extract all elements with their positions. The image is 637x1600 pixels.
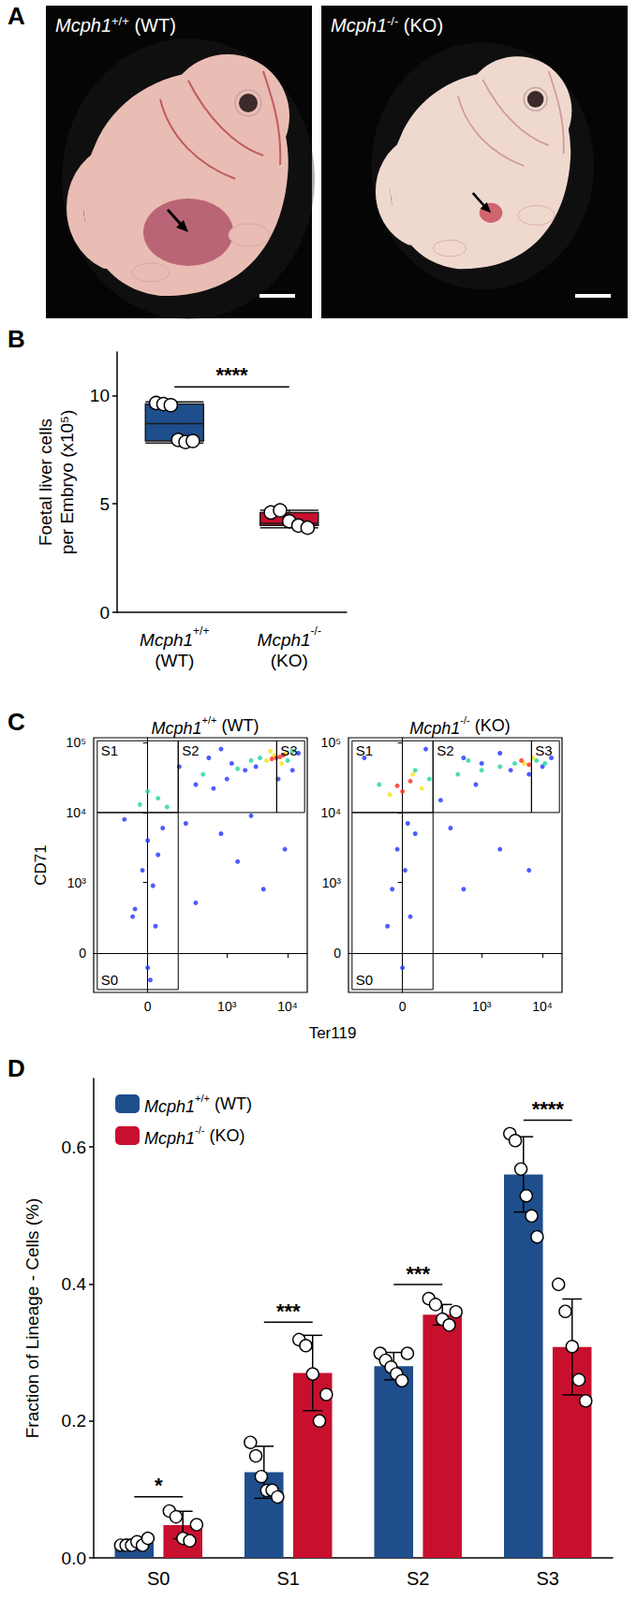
svg-text:Mcph1: Mcph1	[151, 719, 203, 739]
svg-text:Mcph1: Mcph1	[139, 630, 193, 651]
svg-text:(KO): (KO)	[204, 1126, 245, 1146]
svg-text:0.2: 0.2	[61, 1411, 87, 1432]
svg-text:S3: S3	[536, 1569, 560, 1590]
svg-text:(KO): (KO)	[270, 651, 309, 671]
svg-text:10⁴: 10⁴	[65, 805, 87, 821]
svg-text:(WT): (WT)	[209, 1095, 252, 1114]
svg-text:10⁵: 10⁵	[321, 735, 341, 751]
svg-text:0: 0	[99, 603, 110, 623]
svg-text:0: 0	[78, 946, 87, 962]
svg-text:10³: 10³	[217, 999, 238, 1015]
html-text:A: A	[7, 1, 26, 30]
svg-text:10³: 10³	[322, 875, 342, 891]
svg-text:S0: S0	[355, 972, 373, 989]
svg-text:S0: S0	[101, 972, 119, 989]
svg-text:****: ****	[215, 363, 249, 387]
svg-text:S2: S2	[406, 1569, 430, 1590]
svg-text:0: 0	[333, 946, 341, 962]
svg-text:0.6: 0.6	[61, 1138, 87, 1158]
svg-text:Mcph1: Mcph1	[409, 719, 460, 739]
svg-text:(WT): (WT)	[154, 651, 194, 671]
svg-text:Fraction of Lineage - Cells (%: Fraction of Lineage - Cells (%)	[22, 1199, 43, 1440]
svg-text:(KO): (KO)	[470, 716, 511, 736]
svg-text:S1: S1	[355, 742, 373, 759]
svg-text:0: 0	[399, 999, 407, 1015]
svg-text:Mcph1: Mcph1	[257, 630, 312, 651]
svg-text:Foetal liver cells: Foetal liver cells	[35, 418, 56, 547]
svg-text:(WT): (WT)	[216, 716, 259, 736]
svg-text:S3: S3	[534, 742, 552, 759]
svg-text:+/+: +/+	[194, 1093, 210, 1105]
svg-text:+/+: +/+	[192, 624, 209, 638]
svg-text:***: ***	[405, 1262, 430, 1287]
svg-text:S1: S1	[101, 742, 119, 759]
svg-text:10³: 10³	[67, 875, 88, 891]
svg-text:10³: 10³	[472, 999, 492, 1015]
html-text:C: C	[7, 708, 26, 737]
svg-text:S0: S0	[147, 1569, 170, 1590]
svg-text:10⁴: 10⁴	[277, 999, 298, 1015]
svg-text:***: ***	[276, 1300, 301, 1324]
svg-text:5: 5	[99, 494, 110, 515]
svg-text:per Embryo (x10⁵): per Embryo (x10⁵)	[57, 410, 77, 556]
svg-text:Mcph1-/- (KO): Mcph1-/- (KO)	[330, 14, 444, 37]
svg-text:*: *	[154, 1474, 163, 1498]
html-text:B: B	[7, 325, 26, 354]
svg-text:S3: S3	[280, 742, 297, 759]
svg-text:Mcph1: Mcph1	[144, 1097, 195, 1117]
svg-text:10: 10	[89, 385, 110, 406]
svg-text:-/-: -/-	[194, 1125, 206, 1137]
svg-text:0.4: 0.4	[61, 1274, 88, 1295]
html-text:D: D	[7, 1054, 26, 1083]
svg-text:****: ****	[532, 1097, 565, 1122]
svg-text:0.0: 0.0	[61, 1549, 87, 1570]
svg-text:-/-: -/-	[459, 714, 471, 726]
svg-text:Ter119: Ter119	[309, 1024, 357, 1043]
svg-text:S2: S2	[181, 742, 199, 759]
svg-text:+/+: +/+	[202, 714, 218, 726]
svg-text:10⁵: 10⁵	[66, 735, 87, 751]
svg-text:Mcph1: Mcph1	[144, 1129, 195, 1149]
svg-text:CD71: CD71	[31, 844, 50, 886]
svg-text:S1: S1	[277, 1569, 300, 1590]
svg-text:Mcph1+/+ (WT): Mcph1+/+ (WT)	[55, 14, 177, 37]
svg-text:-/-: -/-	[311, 624, 322, 638]
svg-text:10⁴: 10⁴	[320, 805, 341, 821]
svg-text:S2: S2	[436, 742, 454, 759]
svg-text:0: 0	[144, 999, 152, 1015]
svg-text:10⁴: 10⁴	[532, 999, 553, 1015]
